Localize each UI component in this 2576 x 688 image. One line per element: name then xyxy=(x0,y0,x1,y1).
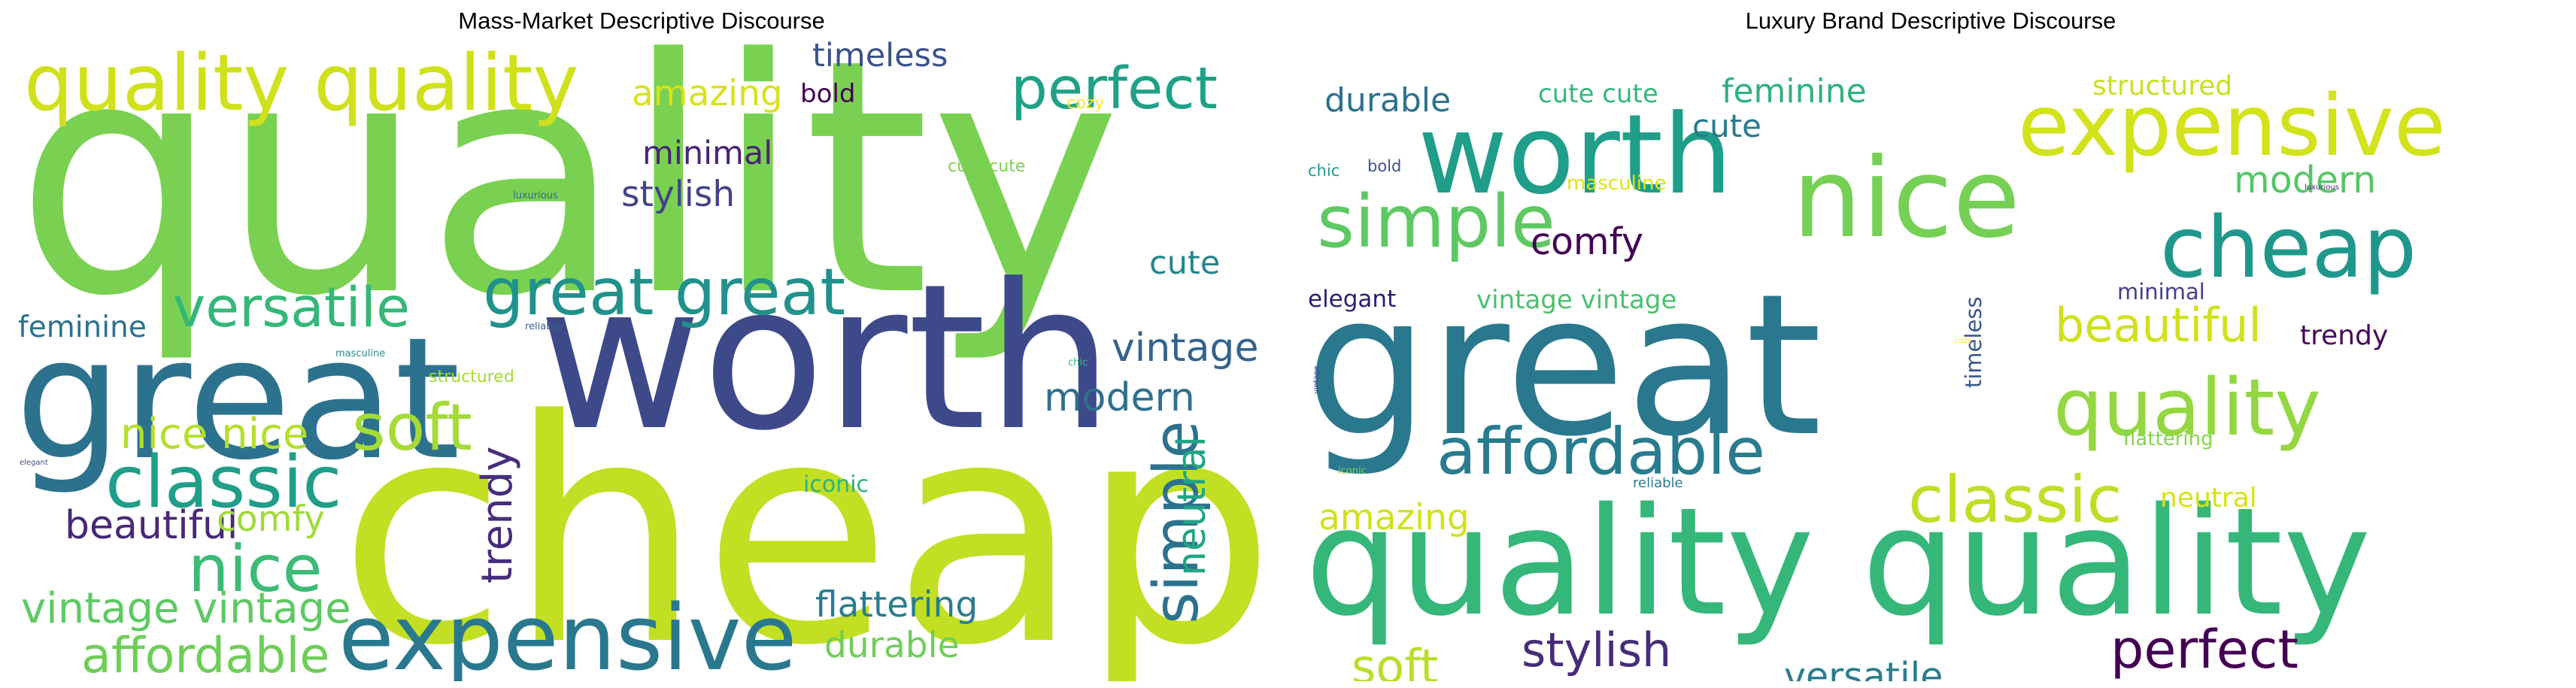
cloud-word-luxury-bold: bold xyxy=(1367,157,1401,175)
cloud-word-luxury-iconic: iconic xyxy=(1338,465,1367,477)
cloud-word-mass-market-great: great xyxy=(15,301,460,497)
cloud-word-luxury-flattering: flattering xyxy=(2123,428,2213,450)
cloud-word-luxury-cute: cute xyxy=(1692,108,1761,144)
cloud-word-luxury-vintage-vintage: vintage vintage xyxy=(1476,285,1676,315)
cloud-word-luxury-minimal: minimal xyxy=(2117,279,2205,305)
cloud-word-mass-market-simple: simple xyxy=(1141,420,1212,624)
cloud-word-mass-market-beautiful: beautiful xyxy=(65,503,238,548)
cloud-word-mass-market-chic: chic xyxy=(1068,357,1088,368)
cloud-word-luxury-great: great xyxy=(1305,253,1822,480)
cloud-word-luxury-reliable: reliable xyxy=(1633,475,1683,491)
cloud-word-luxury-perfect: perfect xyxy=(2110,619,2298,680)
cloud-word-mass-market-amazing: amazing xyxy=(632,73,783,114)
cloud-word-mass-market-soft: soft xyxy=(352,390,472,465)
cloud-word-luxury-masculine: masculine xyxy=(1567,172,1667,195)
cloud-word-mass-market-quality-quality: quality quality xyxy=(24,38,578,129)
cloud-word-mass-market-nice-nice: nice nice xyxy=(120,410,308,459)
cloud-word-mass-market-great-great: great great xyxy=(483,255,845,330)
cloud-word-mass-market-durable: durable xyxy=(824,625,960,666)
cloud-word-mass-market-reliable: reliable xyxy=(525,321,561,332)
cloud-word-luxury-timeless: timeless xyxy=(1961,296,1986,388)
cloud-word-luxury-neutral: neutral xyxy=(2160,483,2257,514)
cloud-word-mass-market-cheap: cheap xyxy=(338,355,1267,681)
cloud-word-luxury-elegant: elegant xyxy=(1308,286,1396,313)
chart-title-luxury: Luxury Brand Descriptive Discourse xyxy=(1745,8,2116,34)
cloud-word-luxury-comfy: comfy xyxy=(1531,220,1643,263)
cloud-word-luxury-worth: worth xyxy=(1418,91,1733,219)
cloud-word-mass-market-perfect: perfect xyxy=(1011,56,1218,123)
cloud-word-mass-market-bold: bold xyxy=(800,79,855,109)
cloud-word-mass-market-modern: modern xyxy=(1044,375,1195,420)
cloud-word-mass-market-nice: nice xyxy=(188,532,323,607)
cloud-word-mass-market-timeless: timeless xyxy=(812,37,948,74)
cloud-word-mass-market-luxurious: luxurious xyxy=(513,190,558,202)
cloud-word-luxury-soft: soft xyxy=(1352,639,1438,681)
cloud-word-mass-market-elegant: elegant xyxy=(20,459,48,467)
cloud-word-mass-market-neutral: neutral xyxy=(1170,436,1215,576)
cloud-word-luxury-modern: modern xyxy=(2234,159,2376,202)
cloud-word-mass-market-expensive: expensive xyxy=(338,586,797,681)
cloud-word-mass-market-masculine: masculine xyxy=(335,348,385,359)
cloud-word-mass-market-classic: classic xyxy=(105,441,341,524)
cloud-word-luxury-versatile: versatile xyxy=(1784,655,1943,681)
cloud-word-luxury-nice: nice xyxy=(1792,135,2020,262)
cloud-word-luxury-luxurious: luxurious xyxy=(2304,183,2339,192)
cloud-word-luxury-affordable: affordable xyxy=(1437,414,1765,489)
cloud-word-mass-market-cute: cute xyxy=(1149,244,1220,282)
cloud-word-luxury-chic: chic xyxy=(1308,162,1340,180)
cloud-word-mass-market-feminine: feminine xyxy=(18,311,147,344)
cloud-word-mass-market-worth: worth xyxy=(538,241,1113,474)
cloud-word-mass-market-vintage: vintage xyxy=(1112,326,1258,371)
cloud-word-mass-market-flattering: flattering xyxy=(815,584,978,626)
cloud-word-mass-market-affordable: affordable xyxy=(81,628,329,681)
cloud-word-luxury-expensive: expensive xyxy=(2018,77,2446,175)
cloud-word-luxury-cheap: cheap xyxy=(2160,199,2417,297)
chart-title-mass-market: Mass-Market Descriptive Discourse xyxy=(458,8,825,34)
cloud-word-luxury-quality: quality xyxy=(2053,362,2321,453)
cloud-word-mass-market-stylish: stylish xyxy=(621,174,735,215)
cloud-word-luxury-durable: durable xyxy=(1324,81,1451,120)
cloud-word-mass-market-versatile: versatile xyxy=(173,276,410,340)
cloud-word-luxury-amazing: amazing xyxy=(1318,497,1470,538)
cloud-word-luxury-stylish: stylish xyxy=(1522,623,1671,677)
cloud-word-luxury-beautiful: beautiful xyxy=(2055,298,2262,353)
cloud-word-luxury-cozy: cozy xyxy=(1955,337,1972,345)
cloud-word-mass-market-minimal: minimal xyxy=(642,135,772,172)
cloud-word-mass-market-cozy: cozy xyxy=(1067,94,1104,113)
word-cloud-mass-market: quality cheap worth great quality quality exp… xyxy=(15,35,1267,681)
cloud-word-luxury-classic: classic xyxy=(1908,462,2122,538)
word-cloud-luxury: great quality quality worth nice expensive ch… xyxy=(1305,35,2557,681)
cloud-word-mass-market-trendy: trendy xyxy=(473,447,522,583)
cloud-word-luxury-trendy: trendy xyxy=(2300,320,2388,351)
cloud-word-luxury-vintage: vintage xyxy=(1312,365,1321,394)
cloud-word-luxury-simple: simple xyxy=(1317,180,1555,264)
cloud-word-mass-market-comfy: comfy xyxy=(217,499,325,540)
cloud-word-luxury-feminine: feminine xyxy=(1722,72,1867,111)
cloud-word-mass-market-cute-cute: cute cute xyxy=(948,157,1025,176)
cloud-word-luxury-structured: structured xyxy=(2092,71,2232,102)
cloud-word-mass-market-structured: structured xyxy=(429,368,514,386)
cloud-word-mass-market-quality: quality xyxy=(15,35,1121,367)
cloud-word-luxury-cute-cute: cute cute xyxy=(1538,79,1658,109)
cloud-word-luxury-quality-quality: quality quality xyxy=(1305,475,2371,649)
cloud-word-mass-market-iconic: iconic xyxy=(803,471,869,498)
cloud-word-mass-market-vintage-vintage: vintage vintage xyxy=(21,584,351,633)
